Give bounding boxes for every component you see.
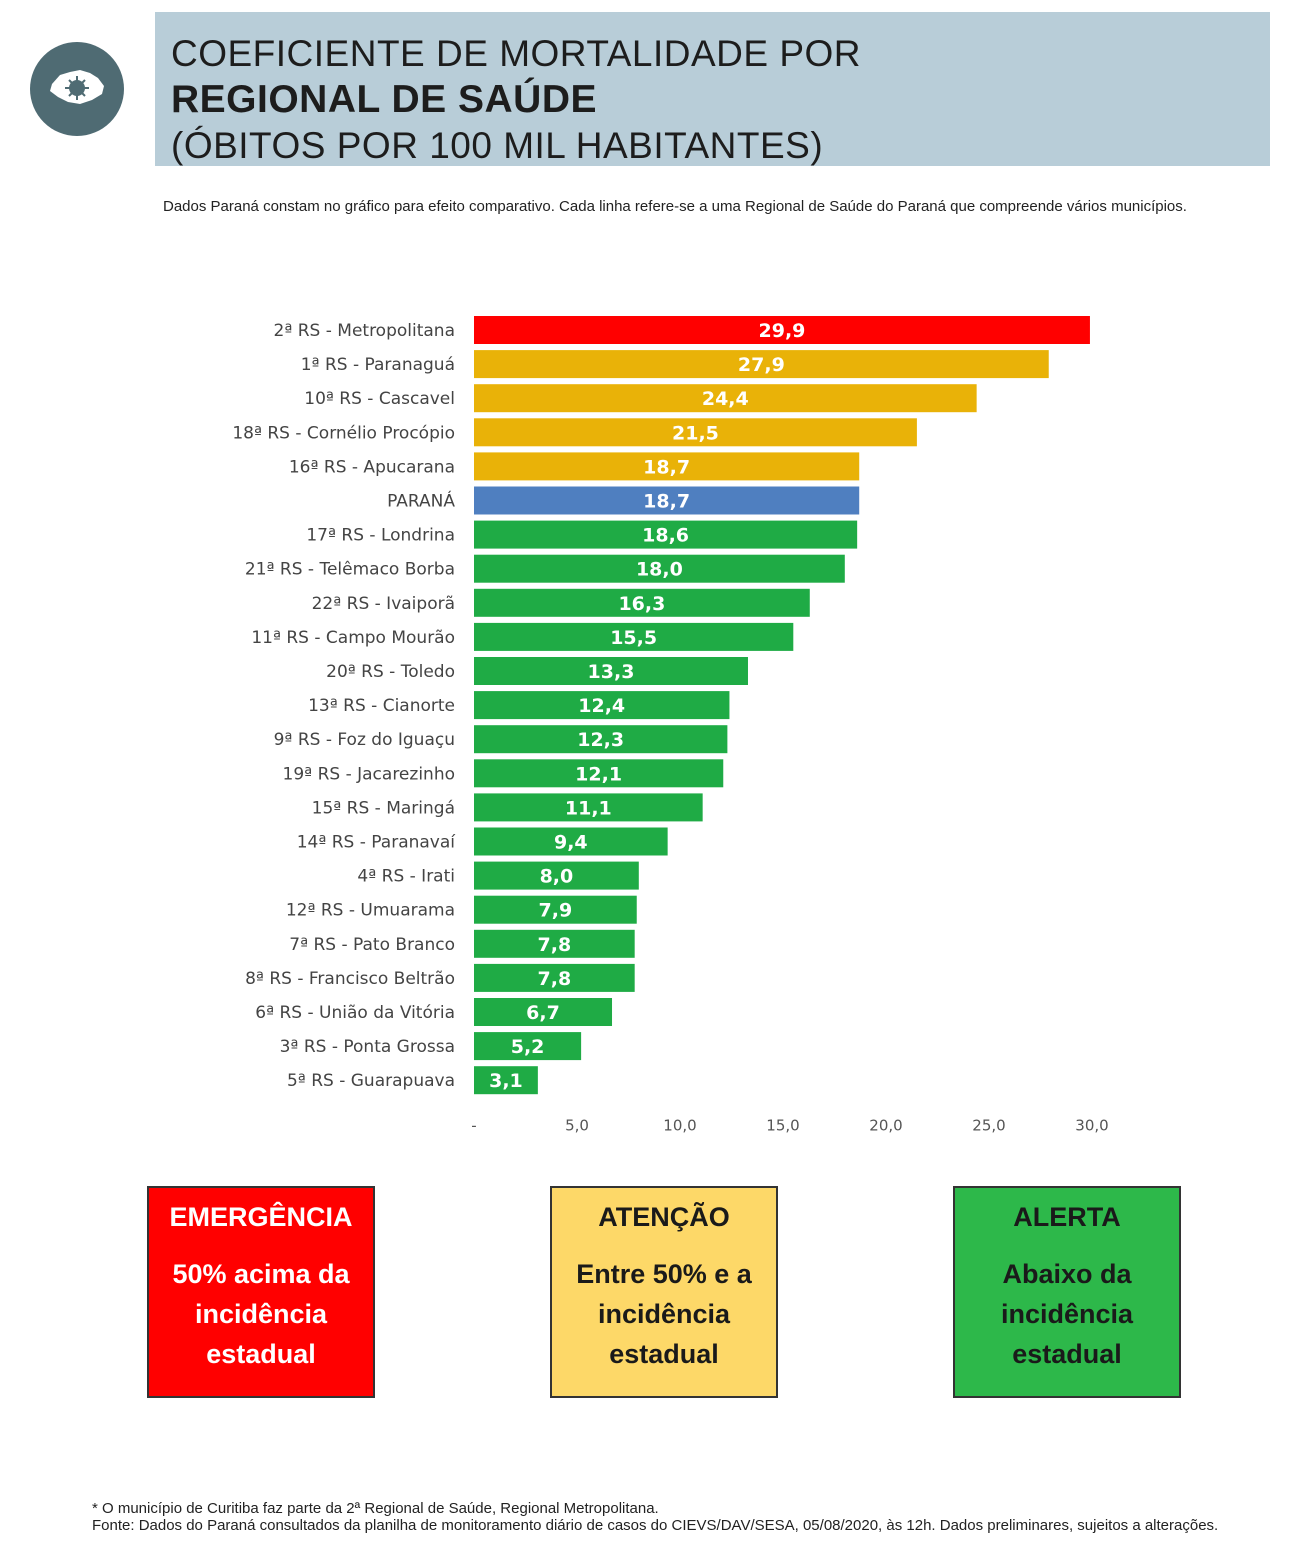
x-tick-label: 15,0 <box>766 1116 799 1134</box>
x-tick-label: 20,0 <box>869 1116 902 1134</box>
category-label: 19ª RS - Jacarezinho <box>283 764 455 784</box>
data-label: 15,5 <box>610 627 657 649</box>
data-label: 12,3 <box>577 729 624 751</box>
data-label: 7,8 <box>538 968 572 990</box>
category-label: 20ª RS - Toledo <box>326 662 455 682</box>
legend-description: Entre 50% e a incidência estadual <box>576 1259 752 1369</box>
category-label: 3ª RS - Ponta Grossa <box>280 1037 455 1057</box>
category-label: 9ª RS - Foz do Iguaçu <box>274 730 455 750</box>
data-label: 18,0 <box>636 559 683 581</box>
title-line-2: REGIONAL DE SAÚDE <box>171 78 597 121</box>
bar <box>474 418 917 447</box>
data-label: 5,2 <box>511 1036 545 1058</box>
bar <box>474 384 977 413</box>
category-label: 6ª RS - União da Vitória <box>255 1003 455 1023</box>
bar <box>474 929 635 958</box>
category-label: 2ª RS - Metropolitana <box>274 321 456 341</box>
title-line-1: COEFICIENTE DE MORTALIDADE POR <box>171 33 861 74</box>
parana-virus-icon <box>30 42 124 136</box>
category-label: PARANÁ <box>387 490 455 512</box>
bar <box>474 486 860 515</box>
bar <box>474 998 613 1026</box>
legend-title: ATENÇÃO <box>598 1202 730 1232</box>
category-label: 14ª RS - Paranavaí <box>297 833 457 853</box>
legend-description: 50% acima da incidência estadual <box>172 1259 350 1369</box>
bar <box>474 691 730 720</box>
data-label: 9,4 <box>554 832 588 854</box>
legend-box-atencao: ATENÇÃO Entre 50% e a incidência estadua… <box>550 1186 778 1398</box>
data-label: 6,7 <box>526 1002 560 1024</box>
data-label: 18,6 <box>642 525 689 547</box>
bar <box>474 452 860 481</box>
category-label: 17ª RS - Londrina <box>306 526 455 546</box>
legend-box-emergencia: EMERGÊNCIA 50% acima da incidência estad… <box>147 1186 375 1398</box>
bar <box>474 827 668 856</box>
footer-source: Fonte: Dados do Paraná consultados da pl… <box>92 1517 1219 1534</box>
data-label: 29,9 <box>759 320 806 342</box>
title-line-3: (ÓBITOS POR 100 MIL HABITANTES) <box>171 125 824 166</box>
data-label: 21,5 <box>672 422 719 444</box>
x-tick-label: 25,0 <box>972 1116 1005 1134</box>
bar <box>474 316 1090 344</box>
category-label: 16ª RS - Apucarana <box>289 457 455 477</box>
bar <box>474 350 1049 379</box>
category-label: 15ª RS - Maringá <box>312 798 455 818</box>
category-label: 18ª RS - Cornélio Procópio <box>232 423 455 443</box>
legend-title: EMERGÊNCIA <box>169 1202 353 1232</box>
category-label: 12ª RS - Umuarama <box>286 901 455 921</box>
data-label: 7,8 <box>538 934 572 956</box>
x-tick-label: 10,0 <box>663 1116 696 1134</box>
footer: * O município de Curitiba faz parte da 2… <box>92 1500 1262 1534</box>
bar <box>474 861 639 890</box>
bar <box>474 1032 582 1061</box>
bar <box>474 554 845 583</box>
footer-note: * O município de Curitiba faz parte da 2… <box>92 1500 659 1517</box>
data-label: 13,3 <box>588 661 635 683</box>
bar <box>474 963 635 992</box>
bar-chart: 2ª RS - Metropolitana 29,9 1ª RS - Paranag… <box>232 316 1109 1134</box>
bar <box>474 759 724 788</box>
category-label: 5ª RS - Guarapuava <box>287 1071 455 1091</box>
bar <box>474 793 703 822</box>
data-label: 3,1 <box>489 1070 523 1092</box>
category-label: 1ª RS - Paranaguá <box>301 355 455 375</box>
data-label: 8,0 <box>540 866 574 888</box>
data-label: 18,7 <box>643 456 690 478</box>
comparative-note: Dados Paraná constam no gráfico para efe… <box>163 198 1187 215</box>
bar <box>474 657 748 685</box>
category-label: 21ª RS - Telêmaco Borba <box>245 560 455 580</box>
bar <box>474 520 858 549</box>
data-label: 12,1 <box>575 763 622 785</box>
x-tick-label: - <box>471 1116 476 1134</box>
bar <box>474 895 637 924</box>
category-label: 10ª RS - Cascavel <box>304 389 455 409</box>
data-label: 24,4 <box>702 388 749 410</box>
data-label: 18,7 <box>643 491 690 513</box>
x-tick-label: 5,0 <box>565 1116 589 1134</box>
category-label: 4ª RS - Irati <box>357 867 455 887</box>
data-label: 12,4 <box>578 695 625 717</box>
bar <box>474 588 810 617</box>
x-tick-label: 30,0 <box>1075 1116 1108 1134</box>
category-label: 22ª RS - Ivaiporã <box>312 594 455 614</box>
bar <box>474 1066 538 1095</box>
category-label: 7ª RS - Pato Branco <box>289 935 455 955</box>
data-label: 11,1 <box>565 797 612 819</box>
bar <box>474 622 794 651</box>
legend-box-alerta: ALERTA Abaixo da incidência estadual <box>953 1186 1181 1398</box>
data-label: 16,3 <box>618 593 665 615</box>
category-label: 13ª RS - Cianorte <box>308 696 455 716</box>
header-banner: COEFICIENTE DE MORTALIDADE POR REGIONAL … <box>155 12 1270 166</box>
legend-title: ALERTA <box>1013 1202 1121 1232</box>
category-label: 8ª RS - Francisco Beltrão <box>245 969 455 989</box>
category-label: 11ª RS - Campo Mourão <box>251 628 455 648</box>
bar <box>474 725 728 754</box>
data-label: 27,9 <box>738 354 785 376</box>
data-label: 7,9 <box>539 900 573 922</box>
legend-description: Abaixo da incidência estadual <box>1000 1259 1134 1369</box>
